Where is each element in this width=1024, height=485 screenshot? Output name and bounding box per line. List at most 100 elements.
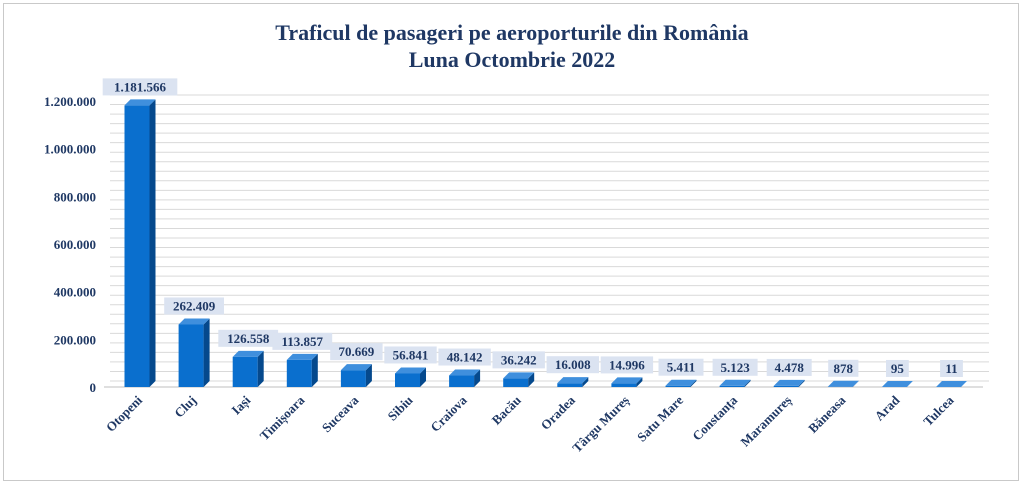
chart-subtitle: Luna Octombrie 2022 (409, 47, 616, 72)
y-tick-label: 400.000 (54, 285, 96, 300)
category-label: Oradea (538, 392, 579, 433)
data-label: 4.478 (766, 358, 812, 376)
bar-top (124, 99, 156, 106)
bar (773, 385, 799, 387)
data-label: 14.996 (600, 356, 654, 374)
data-label: 5.123 (712, 358, 758, 376)
bar-side (311, 353, 318, 387)
data-label-bg (272, 332, 333, 350)
bar (124, 105, 150, 388)
bar-top (665, 379, 697, 386)
category-label: Bacău (489, 393, 524, 428)
bar-side (257, 350, 264, 387)
bar (611, 383, 637, 387)
bar-side (636, 377, 643, 387)
bar-side (203, 318, 210, 387)
category-label: Târgu Mureș (569, 393, 632, 456)
data-label-text: 48.142 (447, 350, 483, 365)
data-label-text: 5.411 (667, 360, 696, 375)
data-label-text: 4.478 (775, 360, 805, 375)
data-label-text: 878 (834, 361, 854, 376)
data-label-bg (164, 297, 224, 315)
y-axis: 0 200.000 400.000 600.000 800.000 1.000.000 1.… (44, 94, 96, 395)
data-label-bg (330, 343, 383, 361)
data-label-bg (492, 351, 545, 369)
data-label-bg (384, 346, 437, 364)
bar-top (395, 367, 426, 374)
data-label: 126.558 (218, 329, 279, 347)
data-label: 878 (828, 359, 859, 377)
data-label: 56.841 (384, 346, 437, 364)
category-label: Băneasa (805, 392, 849, 436)
x-axis: Otopeni Cluj Iași Timișoara Suceava Sibiu Crai… (103, 392, 957, 456)
bar-side (744, 379, 751, 387)
bar (340, 370, 366, 387)
category-label: Suceava (319, 392, 362, 435)
data-label: 113.857 (272, 332, 333, 350)
data-label-text: 95 (891, 361, 905, 376)
chart-title: Traficul de pasageri pe aeroporturile di… (275, 20, 748, 45)
data-label: 48.142 (438, 348, 491, 366)
data-label-bg (218, 329, 279, 347)
bar (665, 385, 691, 387)
data-label: 95 (886, 359, 909, 377)
bar (449, 375, 475, 387)
data-label-text: 262.409 (173, 298, 216, 313)
data-label-text: 113.857 (282, 334, 324, 349)
data-label: 70.669 (330, 343, 383, 361)
bar (395, 373, 420, 387)
bar (557, 383, 583, 387)
bar-top (881, 380, 913, 387)
data-label-text: 126.558 (227, 331, 270, 346)
category-label: Iași (228, 392, 254, 418)
bars (124, 99, 967, 388)
bar-top (557, 377, 589, 384)
bar-top (503, 372, 535, 379)
category-label: Constanța (689, 392, 741, 444)
y-tick-label: 0 (90, 380, 97, 395)
bar-top (936, 380, 967, 387)
bar-side (852, 380, 859, 387)
bar-side (149, 99, 156, 388)
data-label-bg (940, 359, 963, 377)
chart-frame: Traficul de pasageri pe aeroporturile di… (3, 3, 1019, 481)
bar-side (582, 377, 589, 387)
bar-side (906, 380, 913, 387)
bar-side (690, 379, 697, 387)
data-label: 262.409 (164, 297, 224, 315)
data-label-bg (546, 356, 599, 374)
data-label-bg (712, 358, 758, 376)
data-label-text: 11 (945, 361, 957, 376)
bar-side (961, 380, 967, 387)
bar-top (286, 353, 318, 360)
y-tick-label: 1.000.000 (44, 142, 96, 157)
bar-top (340, 364, 372, 371)
data-label-bg (438, 348, 491, 366)
data-label-text: 56.841 (393, 347, 429, 362)
data-label: 1.181.566 (102, 78, 178, 96)
y-tick-label: 800.000 (54, 189, 96, 204)
bar (719, 385, 745, 387)
data-labels: 1.181.566 262.409 126.558 113.857 70.669 56.8… (102, 78, 963, 377)
data-label-bg (658, 358, 704, 376)
bar-side (474, 369, 481, 387)
data-label: 5.411 (658, 358, 704, 376)
bar (178, 324, 204, 387)
data-label-text: 16.008 (555, 357, 591, 372)
data-label-bg (766, 358, 812, 376)
bar-top (449, 369, 481, 376)
bar-chart: Traficul de pasageri pe aeroporturile di… (44, 20, 989, 456)
bar-top (719, 379, 751, 386)
bar (286, 359, 312, 387)
data-label: 16.008 (546, 356, 599, 374)
bar-top (611, 377, 643, 384)
data-label-bg (886, 359, 909, 377)
category-label: Otopeni (103, 392, 146, 435)
bar-side (528, 372, 535, 387)
data-label-text: 5.123 (720, 360, 750, 375)
bar-top (773, 379, 805, 386)
data-label-text: 36.242 (501, 352, 537, 367)
bar-top (827, 380, 859, 387)
category-label: Tulcea (920, 392, 957, 429)
data-label-bg (828, 359, 859, 377)
